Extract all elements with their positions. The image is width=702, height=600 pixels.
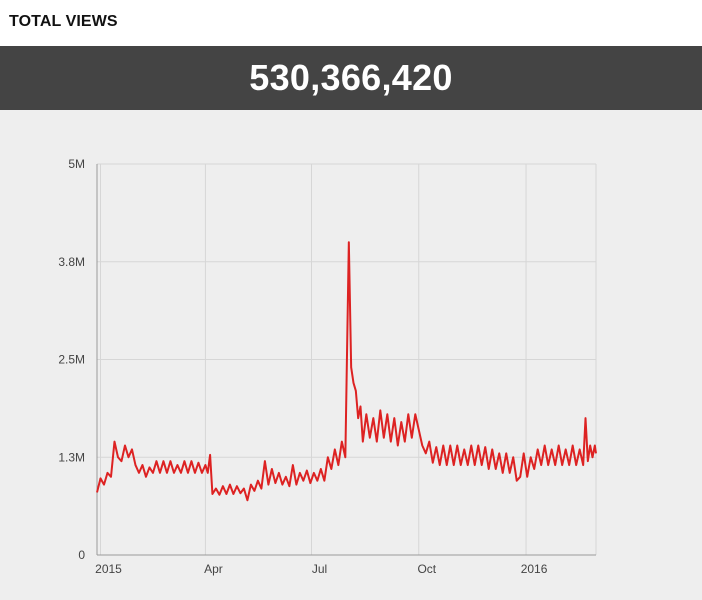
page-title: TOTAL VIEWS: [9, 13, 118, 30]
x-tick-label: Apr: [204, 562, 223, 576]
x-axis-ticks: 2015 Apr Jul Oct 2016: [95, 562, 548, 576]
y-tick-label: 3.8M: [58, 255, 85, 269]
x-tick-label: Oct: [417, 562, 436, 576]
y-axis-ticks: 0 1.3M 2.5M 3.8M 5M: [58, 157, 85, 562]
views-line-chart: 0 1.3M 2.5M 3.8M 5M 2015 Apr Jul Oct 2016: [58, 157, 597, 576]
x-tick-label: 2016: [521, 562, 548, 576]
chart-grid: [97, 163, 597, 555]
y-tick-label: 5M: [68, 157, 85, 171]
x-tick-label: Jul: [312, 562, 327, 576]
series-line: [96, 241, 597, 502]
y-tick-label: 2.5M: [58, 353, 85, 367]
total-views-banner: 530,366,420: [0, 46, 702, 110]
total-views-value: 530,366,420: [249, 57, 453, 98]
chart-area: 0 1.3M 2.5M 3.8M 5M 2015 Apr Jul Oct 2016: [0, 110, 702, 600]
y-tick-label: 0: [78, 548, 85, 562]
chart-series: [96, 241, 597, 502]
y-tick-label: 1.3M: [58, 450, 85, 464]
x-tick-label: 2015: [95, 562, 122, 576]
